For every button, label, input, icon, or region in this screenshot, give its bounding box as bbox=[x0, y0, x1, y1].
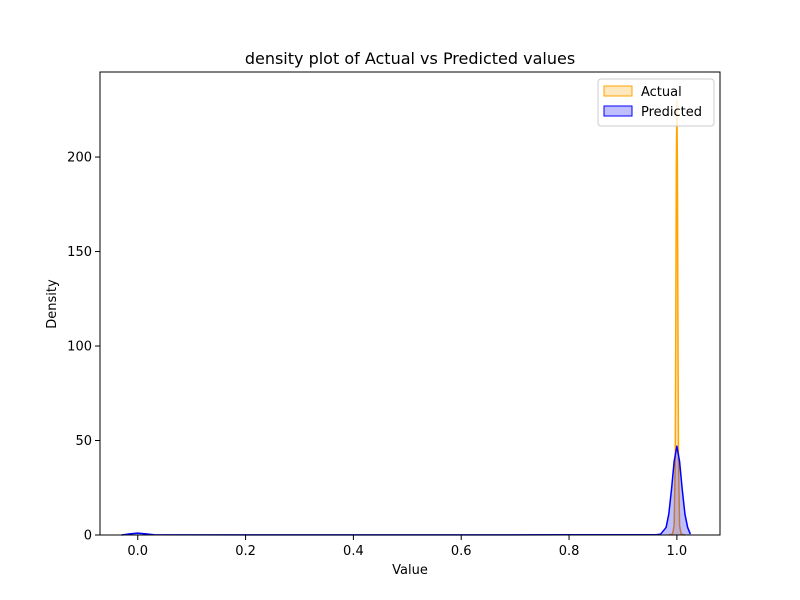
y-axis-label: Density bbox=[45, 279, 60, 329]
y-tick-label: 150 bbox=[67, 245, 92, 260]
plot-frame bbox=[99, 71, 721, 536]
legend-label-actual: Actual bbox=[641, 85, 682, 100]
legend-box bbox=[597, 78, 715, 127]
y-tick-label: 0 bbox=[84, 529, 92, 544]
x-axis-label: Value bbox=[392, 563, 428, 578]
y-tick-label: 50 bbox=[75, 434, 92, 449]
legend-swatch-actual bbox=[603, 85, 633, 97]
x-tick-label: 0.6 bbox=[451, 544, 472, 559]
y-tick-label: 100 bbox=[67, 340, 92, 355]
legend: Actual Predicted bbox=[597, 78, 715, 127]
x-axis-ticks: 0.0 0.2 0.4 0.6 0.8 1.0 bbox=[127, 535, 687, 559]
x-tick-label: 0.8 bbox=[559, 544, 580, 559]
legend-swatch-predicted bbox=[603, 105, 633, 117]
chart-title: density plot of Actual vs Predicted valu… bbox=[245, 49, 575, 68]
density-area-actual bbox=[668, 100, 685, 535]
x-tick-label: 0.2 bbox=[235, 544, 256, 559]
x-tick-label: 1.0 bbox=[667, 544, 688, 559]
y-axis-ticks: 0 50 100 150 200 bbox=[67, 151, 100, 544]
legend-label-predicted: Predicted bbox=[641, 105, 702, 120]
x-tick-label: 0.4 bbox=[343, 544, 364, 559]
y-tick-label: 200 bbox=[67, 151, 92, 166]
density-line-predicted bbox=[121, 445, 692, 536]
x-tick-label: 0.0 bbox=[127, 544, 148, 559]
